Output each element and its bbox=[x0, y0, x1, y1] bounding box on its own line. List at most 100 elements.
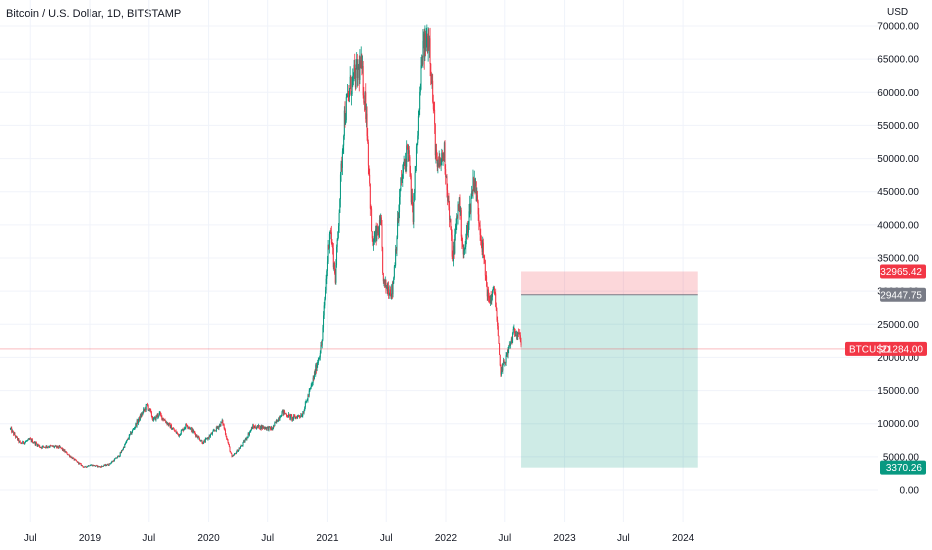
last-price-value: 21284.00 bbox=[881, 344, 923, 355]
candle-body bbox=[154, 416, 156, 421]
candle-body bbox=[83, 467, 85, 468]
candle-body bbox=[56, 445, 58, 448]
candle-body bbox=[297, 415, 299, 417]
candle-body bbox=[120, 452, 122, 454]
candle-body bbox=[118, 455, 120, 457]
candle-body bbox=[430, 63, 432, 75]
candle-body bbox=[95, 466, 97, 467]
candle-body bbox=[115, 457, 117, 459]
x-axis[interactable]: Jul 2019 Jul 2020 Jul 2021 Jul 2022 Jul 2023 Jul 20… bbox=[24, 533, 695, 544]
candle-body bbox=[26, 440, 28, 442]
candle-body bbox=[62, 448, 64, 451]
candle-body bbox=[309, 389, 311, 391]
candle-body bbox=[157, 414, 159, 417]
candle-body bbox=[50, 445, 52, 447]
candle-body bbox=[502, 360, 504, 364]
candle-body bbox=[56, 445, 58, 448]
candle-body bbox=[509, 344, 511, 346]
candle-body bbox=[388, 286, 390, 295]
candle-body bbox=[329, 231, 331, 234]
candle-body bbox=[293, 415, 295, 419]
candle-body bbox=[469, 203, 471, 212]
candle-body bbox=[404, 159, 406, 165]
last-price-symbol: BTCUSD bbox=[849, 344, 890, 355]
candle-body bbox=[343, 110, 345, 136]
candle-body bbox=[135, 423, 137, 427]
candle-body bbox=[57, 447, 59, 449]
candle-body bbox=[411, 195, 413, 203]
candle-body bbox=[13, 433, 15, 435]
candle-body bbox=[269, 426, 271, 429]
candle-body bbox=[403, 163, 405, 165]
candle-body bbox=[385, 279, 387, 289]
candle-body bbox=[122, 449, 124, 451]
candle-body bbox=[158, 415, 160, 417]
candle-body bbox=[217, 427, 219, 429]
candle-body bbox=[143, 409, 145, 412]
candle-body bbox=[41, 447, 43, 449]
candle-body bbox=[296, 417, 298, 419]
candle-body bbox=[486, 276, 488, 287]
candle-body bbox=[425, 39, 427, 52]
candle-body bbox=[368, 165, 370, 175]
candle-body bbox=[413, 193, 415, 222]
position-zones[interactable] bbox=[521, 271, 698, 468]
candle-body bbox=[513, 328, 515, 330]
candle-body bbox=[476, 195, 478, 202]
candle-body bbox=[371, 231, 373, 239]
candle-body bbox=[358, 65, 360, 67]
candle-body bbox=[452, 256, 454, 262]
candle-body bbox=[439, 162, 441, 166]
y-axis-currency-label: USD bbox=[887, 7, 908, 18]
candle-body bbox=[96, 465, 98, 467]
candle-body bbox=[391, 285, 393, 297]
candle-body bbox=[405, 159, 407, 167]
candle-body bbox=[508, 346, 510, 350]
candle-body bbox=[215, 430, 217, 432]
candle-body bbox=[332, 244, 334, 248]
candle-body bbox=[230, 451, 232, 453]
candle-body bbox=[318, 358, 320, 361]
candle-body bbox=[235, 452, 237, 454]
candle-body bbox=[153, 418, 155, 420]
candle-body bbox=[184, 428, 186, 430]
candle-body bbox=[308, 395, 310, 397]
candle-body bbox=[116, 457, 118, 459]
candle-body bbox=[317, 360, 319, 364]
candle-body bbox=[418, 109, 420, 117]
candle-body bbox=[169, 423, 171, 425]
candle-body bbox=[97, 465, 99, 468]
candle-body bbox=[471, 191, 473, 194]
candle-body bbox=[67, 454, 69, 455]
candle-body bbox=[198, 436, 200, 438]
candle-body bbox=[499, 355, 501, 366]
candle-body bbox=[297, 415, 299, 419]
candle-body bbox=[139, 417, 141, 421]
stop-price-badge: 32965.42 bbox=[880, 267, 922, 278]
candle-body bbox=[504, 362, 506, 364]
x-tick-label: Jul bbox=[24, 533, 37, 544]
candle-body bbox=[174, 430, 176, 432]
candle-body bbox=[436, 157, 438, 167]
candle-body bbox=[420, 65, 422, 90]
candle-body bbox=[363, 95, 365, 103]
candle-body bbox=[41, 446, 43, 448]
candle-body bbox=[270, 428, 272, 430]
candle-body bbox=[244, 440, 246, 443]
candle-body bbox=[70, 456, 72, 458]
candle-body bbox=[367, 136, 369, 143]
candle-body bbox=[447, 190, 449, 202]
candle-body bbox=[421, 59, 423, 65]
candle-body bbox=[89, 465, 91, 467]
y-axis[interactable]: 0.00 5000.00 10000.00 15000.00 20000.00 25000… bbox=[877, 7, 919, 497]
candle-body bbox=[323, 305, 325, 316]
candle-body bbox=[398, 211, 400, 222]
candle-body bbox=[78, 461, 80, 465]
x-tick-label: 2019 bbox=[79, 533, 102, 544]
candle-body bbox=[33, 442, 35, 444]
candle-body bbox=[53, 446, 55, 448]
candle-body bbox=[278, 417, 280, 422]
candle-body bbox=[299, 416, 301, 418]
candle-body bbox=[282, 409, 284, 415]
